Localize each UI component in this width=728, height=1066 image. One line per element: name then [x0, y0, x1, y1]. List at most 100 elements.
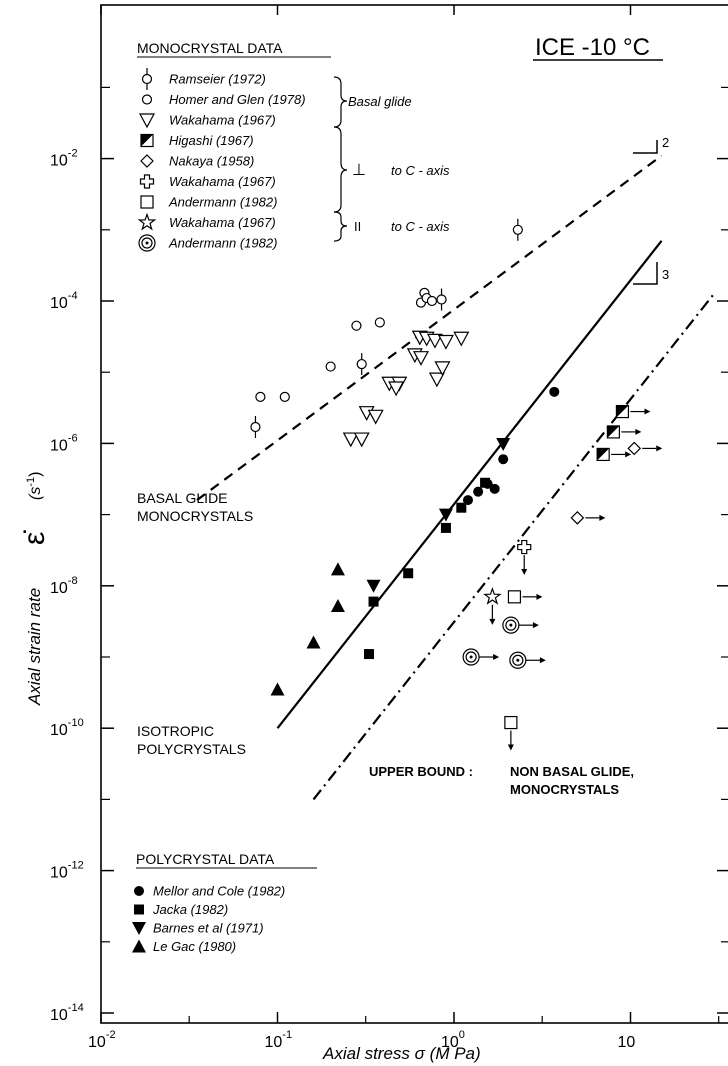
data-marker [496, 438, 511, 452]
center-dot [469, 655, 473, 659]
group-label-basal: Basal glide [348, 94, 412, 109]
data-marker [434, 361, 451, 377]
polycrystal-legend-heading: POLYCRYSTAL DATA [136, 851, 275, 867]
y-tick-label: 10-2 [50, 148, 78, 170]
data-point-square-half [606, 425, 642, 439]
nonbasal-fit-line [312, 292, 716, 801]
marker-circle [356, 358, 367, 370]
arrow-head [536, 593, 543, 600]
data-point-triangle-down-open [434, 361, 451, 377]
data-marker [342, 432, 359, 448]
group-label-perp: to C - axis [391, 163, 450, 178]
legend-marker [140, 133, 154, 148]
legend-label: Mellor and Cole (1982) [153, 884, 285, 899]
data-point-triangle-up-filled [330, 562, 345, 576]
data-marker [453, 331, 470, 347]
data-marker [279, 391, 290, 402]
polycrystal-legend-entry: Barnes et al (1971) [132, 921, 264, 936]
polycrystal-legend-entry: Mellor and Cole (1982) [134, 884, 285, 899]
monocrystal-legend: Ramseier (1972) Homer and Glen (1978) Waka… [137, 68, 306, 252]
data-point-circle-filled [473, 486, 484, 497]
center-dot [145, 241, 149, 245]
half-square-fill [141, 134, 153, 147]
data-point-circle-filled [489, 483, 500, 494]
data-marker [255, 391, 266, 402]
data-point-square-half [615, 404, 651, 419]
x-tick-label: 10-2 [88, 1029, 116, 1051]
marker-circle [436, 294, 447, 305]
data-point-triangle-down-filled [496, 438, 511, 452]
data-point-square-filled [364, 649, 375, 660]
monocrystal-legend-entry: Higashi (1967) [140, 133, 254, 148]
marker-circle [141, 73, 153, 85]
data-marker [437, 334, 454, 350]
monocrystal-legend-entry: Wakahama (1967) [139, 174, 276, 189]
data-marker [330, 599, 345, 613]
data-marker [504, 715, 518, 730]
data-point-triangle-up-filled [330, 599, 345, 613]
legend-marker [140, 154, 154, 168]
data-marker [364, 649, 375, 660]
data-marker [606, 425, 620, 439]
data-point-square-filled [368, 596, 379, 607]
data-point-circle-filled [498, 454, 509, 465]
data-marker [412, 351, 429, 366]
arrow-head [507, 744, 514, 751]
data-point-square-filled [480, 477, 491, 488]
legend-marker [140, 195, 154, 209]
data-marker [549, 386, 560, 397]
monocrystal-legend-entry: Homer and Glen (1978) [141, 92, 306, 107]
x-tick-label: 10 [618, 1034, 636, 1051]
basal-fit-line [196, 154, 663, 501]
legend-label: Wakahama (1967) [169, 174, 276, 189]
legend-marker [132, 922, 146, 935]
data-point-triangle-down-open [353, 432, 370, 448]
annotation-basal-1: BASAL GLIDE [137, 490, 228, 506]
arrow-head [539, 657, 546, 664]
legend-marker [134, 886, 144, 896]
data-marker [353, 432, 370, 448]
data-point-triangle-down-open [342, 432, 359, 448]
data-marker [570, 511, 585, 525]
legend-marker [141, 94, 153, 105]
data-marker [388, 381, 405, 397]
group-symbol-perp: ⊥ [352, 162, 366, 179]
data-point-circle [279, 391, 290, 402]
data-marker [509, 651, 527, 669]
legend-label: Higashi (1967) [169, 133, 254, 148]
data-marker [366, 579, 381, 593]
legend-marker [141, 68, 153, 90]
y-tick-label: 10-14 [50, 1002, 84, 1024]
data-marker [512, 218, 523, 241]
monocrystal-legend-entry: Wakahama (1967) [137, 212, 276, 231]
data-marker [306, 635, 321, 649]
data-point-circle-bar [250, 415, 261, 438]
data-marker [615, 404, 630, 419]
data-point-square-filled [440, 522, 451, 533]
legend-marker [138, 113, 156, 129]
legend-marker [134, 904, 144, 915]
slope-3-triangle [633, 262, 658, 285]
data-marker [428, 372, 445, 388]
monocrystal-legend-heading: MONOCRYSTAL DATA [137, 40, 283, 56]
group-label-parallel: to C - axis [391, 219, 450, 234]
legend-label: Wakahama (1967) [169, 113, 276, 128]
data-marker [462, 648, 480, 666]
legend-label: Le Gac (1980) [153, 939, 236, 954]
legend-label: Wakahama (1967) [169, 215, 276, 230]
data-point-diamond-open [627, 441, 663, 456]
data-point-triangle-up-filled [306, 635, 321, 649]
data-point-triangle-down-open [367, 409, 384, 425]
legend-label: Jacka (1982) [152, 902, 228, 917]
data-marker [517, 539, 532, 555]
arrow-head [489, 618, 496, 625]
y-axis-label-group: Axial strain rate [25, 588, 44, 706]
data-point-circle-bar [436, 288, 447, 311]
arrow-head [532, 622, 539, 629]
center-dot [509, 623, 513, 627]
legend-marker [137, 212, 157, 231]
data-point-circle [374, 317, 385, 328]
data-marker [456, 502, 467, 513]
data-point-triangle-down-open [388, 381, 405, 397]
data-point-circle [426, 295, 438, 307]
